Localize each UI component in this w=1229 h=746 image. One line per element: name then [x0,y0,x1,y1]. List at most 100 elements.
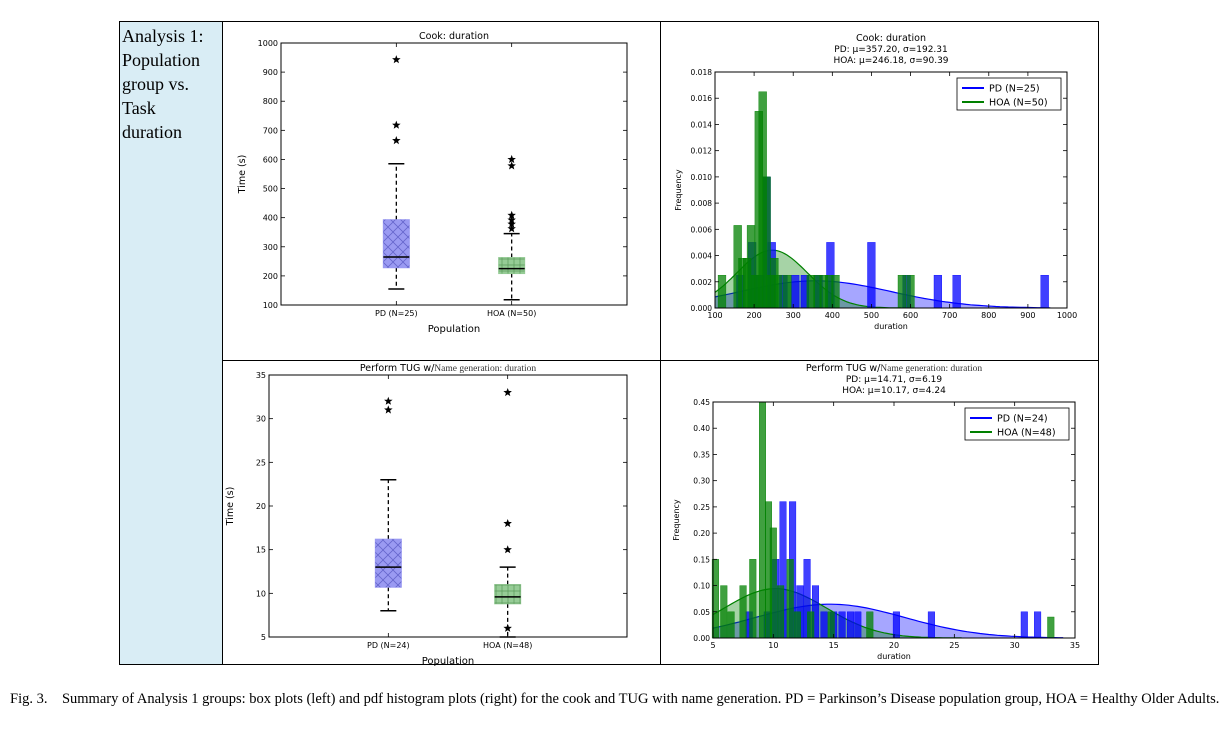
y-tick-label: 0.008 [691,199,713,208]
histogram-bar-pd [933,274,943,309]
figure-frame: Analysis 1: Population group vs. Task du… [119,21,1099,665]
legend-box [964,407,1070,441]
hoa-stats-subtitle: HOA: μ=246.18, σ=90.39 [833,56,948,66]
histogram-bar-hoa [831,274,840,309]
y-tick-label: 800 [263,97,278,106]
sidebar-line: Task [122,98,156,118]
outlier-marker [507,210,516,219]
y-tick-label: 0.25 [693,503,710,512]
x-tick-label: 600 [903,311,918,320]
x-tick-label: PD (N=24) [367,641,410,650]
y-tick-label: 15 [256,546,266,555]
y-tick-label: 0.05 [693,608,710,617]
x-tick-label: 10 [768,641,778,650]
y-tick-label: 0.20 [693,529,710,538]
outlier-marker [503,623,512,632]
histogram-bar-pd [1040,274,1049,309]
chart-title-suffix: Name generation: duration [434,364,536,374]
sidebar-title: Analysis 1: Population group vs. Task du… [122,24,222,144]
histogram-bar-pd [846,611,854,639]
legend-entry-hoa: HOA (N=48) [997,428,1056,439]
chart-title: Cook: duration [419,31,489,42]
x-tick-label: 5 [710,641,715,650]
y-tick-label: 0.006 [691,225,713,234]
histogram-bar-pd [952,274,961,309]
x-tick-label: 900 [1020,311,1035,320]
histogram-bar-hoa [727,611,735,639]
y-tick-label: 900 [263,68,278,77]
box-hatch [383,219,410,268]
x-axis-label: Population [428,324,481,335]
x-axis-label: Population [422,656,475,667]
vertical-divider [660,22,661,664]
x-tick-label: 500 [864,311,879,320]
y-tick-label: 10 [256,589,266,598]
y-tick-label: 0.016 [691,94,713,103]
figure-caption: Fig. 3. Summary of Analysis 1 groups: bo… [10,690,1222,709]
y-tick-label: 0.35 [693,450,710,459]
histogram-bar-hoa [769,527,777,639]
pd-stats-subtitle: PD: μ=357.20, σ=192.31 [834,45,947,55]
histogram-bar-pd [791,274,800,309]
caption-label: Fig. 3. [10,691,48,707]
outlier-marker [503,545,512,554]
y-tick-label: 500 [263,185,278,194]
legend-entry-pd: PD (N=24) [997,414,1048,425]
y-tick-label: 30 [256,415,266,424]
x-tick-label: 100 [707,311,722,320]
chart-title: Perform TUG w/Name generation: duration [806,363,982,374]
plot-area [714,71,1068,309]
x-tick-label: 200 [746,311,761,320]
x-tick-label: HOA (N=50) [487,309,536,318]
x-tick-label: 1000 [1057,311,1077,320]
histogram-bar-pd [820,611,828,639]
y-tick-label: 35 [256,371,266,380]
y-axis-label: Frequency [674,169,683,211]
histogram-bar-hoa [793,611,801,639]
y-tick-label: 0.15 [693,555,710,564]
histogram-bar-hoa [783,274,792,309]
x-tick-label: 800 [981,311,996,320]
x-tick-label: 25 [949,641,959,650]
x-axis-label: duration [877,652,911,661]
histogram-bar-hoa [897,274,907,309]
y-tick-label: 600 [263,155,278,164]
x-tick-label: 700 [942,311,957,320]
y-tick-label: 0.014 [691,120,713,129]
histogram-bar-hoa [786,559,794,639]
box-hatch [498,257,525,274]
histogram-bar-hoa [720,585,728,639]
y-tick-label: 300 [263,243,278,252]
y-tick-label: 200 [263,272,278,281]
sidebar-line: group vs. [122,74,189,94]
sidebar-line: Analysis 1: [122,26,204,46]
y-tick-label: 0.45 [693,398,710,407]
y-tick-label: 0.012 [691,147,713,156]
outlier-marker [392,55,401,64]
cook-box-plot: Cook: duration 100 200 300 400 500 600 700 800 90… [237,31,628,335]
histogram-bar-hoa [777,585,785,639]
outlier-marker [503,519,512,528]
box-hatch [494,584,521,604]
y-tick-label: 0.000 [691,304,713,313]
histogram-bar-hoa [758,401,766,639]
y-axis-label: Time (s) [237,155,248,195]
box-hatch [375,539,402,588]
outlier-marker [507,224,516,233]
plot-area [268,374,628,638]
y-tick-label: 0.004 [691,252,713,261]
tug-box-plot: Perform TUG w/Name generation: duration 5… [225,363,628,667]
histogram-bar-pd [1034,611,1042,639]
y-axis-label: Time (s) [225,487,236,527]
y-axis-label: Frequency [672,499,681,541]
y-tick-label: 20 [256,502,266,511]
y-tick-label: 0.30 [693,477,710,486]
chart-title-prefix: Perform TUG w/ [360,363,435,374]
chart-title-suffix: Name generation: duration [880,364,982,374]
x-axis-label: duration [874,322,908,331]
x-tick-label: 20 [889,641,899,650]
legend-entry-pd: PD (N=25) [989,84,1040,95]
chart-title-prefix: Perform TUG w/ [806,363,881,374]
y-tick-label: 0.018 [691,68,713,77]
